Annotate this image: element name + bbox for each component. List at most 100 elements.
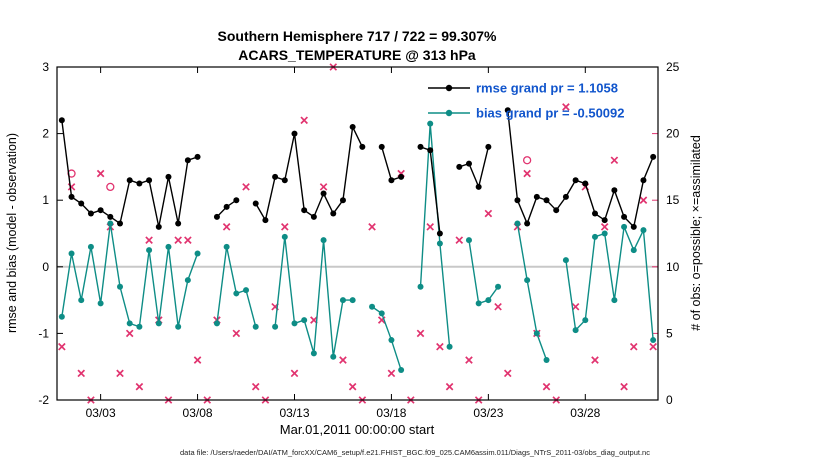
bias-marker <box>146 247 153 254</box>
bias-marker <box>475 300 482 307</box>
bias-marker <box>388 337 395 344</box>
y-tick-left-label: 0 <box>42 260 49 274</box>
bias-marker <box>339 297 346 304</box>
bias-marker <box>398 367 405 374</box>
rmse-marker <box>233 197 240 204</box>
obs-assimilated-marker <box>445 382 454 391</box>
obs-assimilated-marker <box>494 302 502 311</box>
bias-marker <box>87 243 94 250</box>
rmse-marker <box>533 193 540 200</box>
bias-marker <box>117 283 124 290</box>
obs-assimilated-marker <box>571 302 580 311</box>
obs-assimilated-marker <box>542 382 551 391</box>
obs-assimilated-marker <box>184 236 192 244</box>
rmse-marker <box>640 177 647 184</box>
rmse-marker <box>117 220 124 227</box>
rmse-marker <box>107 213 114 220</box>
bias-marker <box>572 327 579 334</box>
bias-line <box>516 223 548 361</box>
bias-marker <box>495 283 502 290</box>
bias-marker <box>281 233 288 240</box>
rmse-marker <box>97 207 104 214</box>
bias-marker <box>97 300 104 307</box>
rmse-marker <box>514 197 521 204</box>
bias-marker <box>272 323 279 330</box>
rmse-marker <box>543 197 550 204</box>
rmse-marker <box>339 197 346 204</box>
obs-assimilated-marker <box>465 356 473 364</box>
rmse-marker <box>465 160 472 167</box>
rmse-marker <box>58 117 65 124</box>
obs-assimilated-marker <box>368 223 376 231</box>
plot-border <box>56 66 659 401</box>
obs-assimilated-marker <box>242 183 250 191</box>
bias-marker <box>58 313 65 320</box>
rmse-marker <box>504 107 511 114</box>
obs-assimilated-marker <box>280 223 289 231</box>
x-tick-label: 03/28 <box>570 406 600 420</box>
obs-assimilated-marker <box>222 223 231 231</box>
bias-marker <box>155 320 162 327</box>
rmse-marker <box>165 173 172 180</box>
y-tick-left-label: 1 <box>42 193 49 207</box>
rmse-marker <box>184 157 191 164</box>
x-tick-label: 03/03 <box>86 406 116 420</box>
rmse-marker <box>417 143 424 150</box>
rmse-marker <box>485 143 492 150</box>
legend-bias-marker <box>445 109 453 117</box>
rmse-marker <box>136 180 143 187</box>
y-axis-label-left: rmse and bias (model - observation) <box>5 133 19 333</box>
bias-marker <box>436 240 443 247</box>
bias-marker <box>320 237 327 244</box>
bias-marker <box>543 357 550 364</box>
rmse-marker <box>301 207 308 214</box>
obs-assimilated-marker <box>300 116 308 125</box>
bias-marker <box>107 220 114 227</box>
rmse-marker <box>194 153 201 160</box>
obs-assimilated-marker <box>193 356 202 364</box>
bias-marker <box>465 237 472 244</box>
obs-assimilated-marker <box>629 342 638 351</box>
rmse-marker <box>582 180 589 187</box>
rmse-marker <box>223 203 230 210</box>
rmse-marker <box>68 193 75 200</box>
bias-marker <box>310 350 317 357</box>
obs-assimilated-marker <box>67 183 76 191</box>
bias-marker <box>601 230 608 237</box>
y-tick-left-label: 2 <box>42 127 49 141</box>
bias-marker <box>126 320 133 327</box>
rmse-marker <box>272 173 279 180</box>
bias-marker <box>591 233 598 240</box>
obs-assimilated-marker <box>639 196 648 205</box>
obs-assimilated-marker <box>145 236 153 244</box>
rmse-marker <box>650 153 657 160</box>
bias-marker <box>252 323 259 330</box>
legend-rmse-label: rmse grand pr = 1.1058 <box>476 81 618 96</box>
rmse-line <box>255 124 363 223</box>
legend-bias-label: bias grand pr = -0.50092 <box>476 106 624 121</box>
rmse-marker <box>252 200 259 207</box>
bias-marker <box>369 303 376 310</box>
bias-marker <box>136 323 143 330</box>
obs-assimilated-marker <box>116 369 124 378</box>
rmse-marker <box>146 177 153 184</box>
rmse-marker <box>291 130 298 137</box>
rmse-marker <box>611 187 618 194</box>
bias-marker <box>330 353 337 360</box>
rmse-marker <box>456 163 463 170</box>
obs-assimilated-marker <box>503 369 512 378</box>
obs-assimilated-marker <box>232 329 241 338</box>
rmse-marker <box>349 123 356 130</box>
rmse-marker <box>87 210 94 217</box>
rmse-marker <box>388 177 395 184</box>
obs-assimilated-marker <box>523 169 531 178</box>
obs-assimilated-marker <box>348 382 357 391</box>
bias-marker <box>640 227 647 234</box>
bias-marker <box>378 310 385 317</box>
rmse-marker <box>630 223 637 230</box>
y-tick-right-label: 5 <box>666 326 673 340</box>
bias-marker <box>223 243 230 250</box>
obs-assimilated-marker <box>562 103 570 111</box>
obs-assimilated-marker <box>387 369 396 378</box>
